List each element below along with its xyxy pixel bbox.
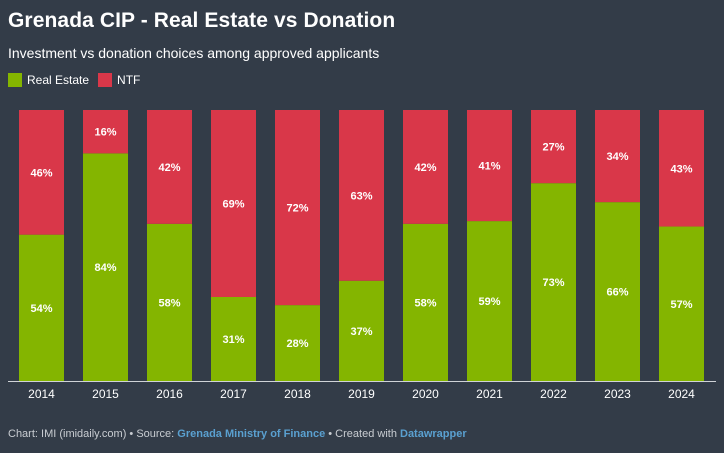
legend-label-ntf: NTF xyxy=(117,73,141,87)
data-label-real-estate-2015: 84% xyxy=(94,262,116,274)
data-label-ntf-2022: 27% xyxy=(542,142,564,154)
bar-real-estate-2014 xyxy=(19,234,64,381)
x-tick-label-2020: 2020 xyxy=(412,387,439,401)
bar-ntf-2018 xyxy=(275,110,320,306)
bar-real-estate-2022 xyxy=(531,183,576,381)
bar-real-estate-2021 xyxy=(467,221,512,381)
data-label-ntf-2024: 43% xyxy=(670,163,692,175)
data-label-real-estate-2017: 31% xyxy=(222,334,244,346)
data-label-real-estate-2023: 66% xyxy=(606,287,628,299)
footer-created: • Created with xyxy=(325,428,400,440)
datawrapper-link[interactable]: Datawrapper xyxy=(400,428,467,440)
data-label-real-estate-2020: 58% xyxy=(414,297,436,309)
data-label-ntf-2018: 72% xyxy=(286,203,308,215)
x-tick-label-2017: 2017 xyxy=(220,387,247,401)
data-label-real-estate-2014: 54% xyxy=(30,303,52,315)
bar-real-estate-2018 xyxy=(275,305,320,381)
x-tick-label-2018: 2018 xyxy=(284,387,311,401)
bar-real-estate-2020 xyxy=(403,223,448,381)
bar-ntf-2014 xyxy=(19,110,64,235)
data-label-ntf-2015: 16% xyxy=(94,127,116,139)
legend-label-real-estate: Real Estate xyxy=(27,73,90,87)
x-tick-label-2016: 2016 xyxy=(156,387,183,401)
x-tick-label-2019: 2019 xyxy=(348,387,375,401)
bar-ntf-2022 xyxy=(531,110,576,184)
x-tick-label-2015: 2015 xyxy=(92,387,119,401)
data-label-ntf-2014: 46% xyxy=(30,167,52,179)
data-label-real-estate-2016: 58% xyxy=(158,297,180,309)
bar-real-estate-2017 xyxy=(211,296,256,381)
x-tick-label-2023: 2023 xyxy=(604,387,631,401)
chart-subtitle: Investment vs donation choices among app… xyxy=(8,45,380,61)
bar-ntf-2021 xyxy=(467,110,512,222)
bar-ntf-2023 xyxy=(595,110,640,203)
data-label-real-estate-2018: 28% xyxy=(286,338,308,350)
data-label-ntf-2016: 42% xyxy=(158,162,180,174)
data-label-ntf-2020: 42% xyxy=(414,162,436,174)
bar-ntf-2024 xyxy=(659,110,704,227)
bar-ntf-2015 xyxy=(83,110,128,154)
chart-footer: Chart: IMI (imidaily.com) • Source: Gren… xyxy=(8,428,467,440)
data-label-ntf-2023: 34% xyxy=(606,151,628,163)
legend-item-real-estate: Real Estate xyxy=(8,73,89,87)
x-tick-label-2014: 2014 xyxy=(28,387,55,401)
legend-swatch-ntf xyxy=(98,73,113,87)
bar-real-estate-2019 xyxy=(339,280,384,381)
bar-real-estate-2024 xyxy=(659,226,704,381)
data-label-real-estate-2019: 37% xyxy=(350,326,372,338)
data-label-ntf-2021: 41% xyxy=(478,161,500,173)
legend-swatch-real-estate xyxy=(8,73,22,87)
x-tick-label-2021: 2021 xyxy=(476,387,503,401)
data-label-ntf-2019: 63% xyxy=(350,190,372,202)
bar-ntf-2019 xyxy=(339,110,384,281)
x-tick-label-2024: 2024 xyxy=(668,387,695,401)
data-label-real-estate-2022: 73% xyxy=(542,277,564,289)
data-label-real-estate-2024: 57% xyxy=(670,299,692,311)
bar-ntf-2017 xyxy=(211,110,256,297)
legend-item-ntf: NTF xyxy=(98,73,140,87)
legend: Real Estate NTF xyxy=(8,73,149,87)
bar-real-estate-2015 xyxy=(83,153,128,381)
footer-credit: Chart: IMI (imidaily.com) • Source: xyxy=(8,428,178,440)
x-tick-label-2022: 2022 xyxy=(540,387,567,401)
data-label-real-estate-2021: 59% xyxy=(478,296,500,308)
bar-ntf-2016 xyxy=(147,110,192,224)
source-link[interactable]: Grenada Ministry of Finance xyxy=(177,428,326,440)
bar-real-estate-2023 xyxy=(595,202,640,381)
chart-title: Grenada CIP - Real Estate vs Donation xyxy=(8,9,396,32)
data-label-ntf-2017: 69% xyxy=(222,199,244,211)
bar-real-estate-2016 xyxy=(147,223,192,381)
bar-ntf-2020 xyxy=(403,110,448,224)
